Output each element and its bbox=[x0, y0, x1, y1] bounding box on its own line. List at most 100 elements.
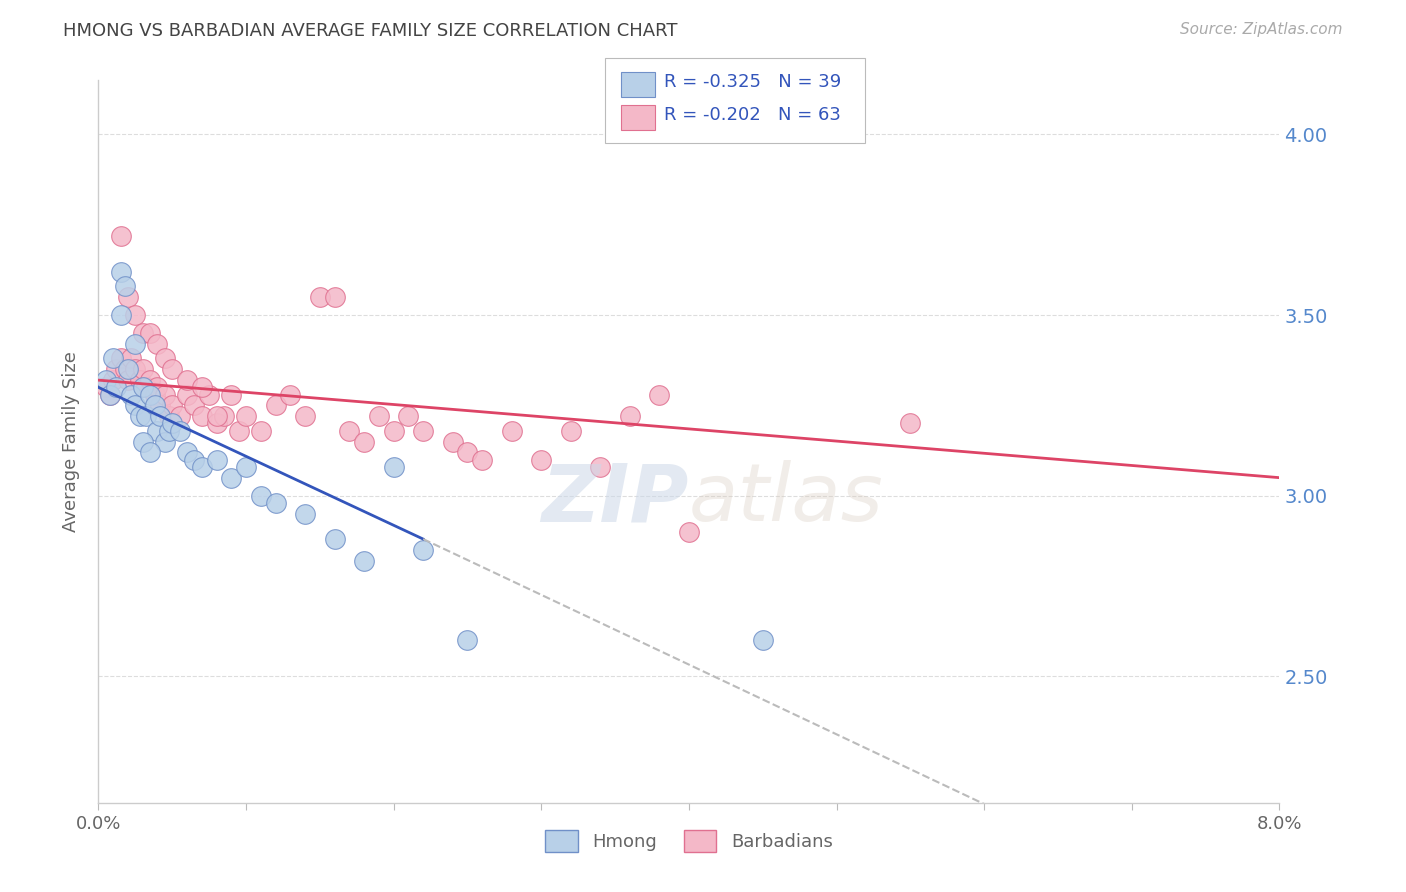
Point bbox=[191, 380, 214, 394]
Point bbox=[110, 228, 132, 243]
Point bbox=[264, 496, 287, 510]
Point bbox=[124, 398, 146, 412]
Point bbox=[235, 409, 257, 424]
Point bbox=[110, 265, 132, 279]
Point bbox=[132, 362, 155, 376]
Point bbox=[205, 452, 228, 467]
Point bbox=[98, 387, 121, 401]
Point bbox=[124, 337, 146, 351]
Point bbox=[157, 409, 180, 424]
Point bbox=[752, 633, 775, 648]
Point bbox=[678, 524, 700, 539]
Point bbox=[501, 424, 523, 438]
Point bbox=[198, 387, 221, 401]
Point bbox=[162, 398, 183, 412]
Point bbox=[441, 434, 464, 449]
Point bbox=[103, 373, 125, 387]
Point bbox=[124, 308, 146, 322]
Y-axis label: Average Family Size: Average Family Size bbox=[62, 351, 80, 532]
Point bbox=[139, 387, 162, 401]
Point bbox=[382, 459, 405, 474]
Text: R = -0.325   N = 39: R = -0.325 N = 39 bbox=[664, 73, 841, 91]
Point bbox=[157, 424, 180, 438]
Point bbox=[139, 373, 162, 387]
Point bbox=[149, 409, 172, 424]
Point bbox=[619, 409, 641, 424]
Point bbox=[132, 380, 155, 394]
Point bbox=[191, 459, 214, 474]
Point bbox=[648, 387, 671, 401]
Point bbox=[412, 543, 434, 558]
Point bbox=[530, 452, 553, 467]
Point bbox=[139, 445, 162, 459]
Point bbox=[457, 445, 479, 459]
Point bbox=[191, 409, 214, 424]
Point bbox=[94, 380, 117, 394]
Point bbox=[250, 424, 273, 438]
Point bbox=[117, 290, 139, 304]
Point bbox=[132, 326, 155, 341]
Point bbox=[412, 424, 434, 438]
Point bbox=[323, 290, 346, 304]
Point bbox=[398, 409, 420, 424]
Point bbox=[146, 337, 169, 351]
Point bbox=[114, 279, 136, 293]
Point bbox=[149, 398, 172, 412]
Point bbox=[117, 362, 139, 376]
Text: ZIP: ZIP bbox=[541, 460, 689, 539]
Point bbox=[212, 409, 235, 424]
Point bbox=[94, 373, 117, 387]
Point bbox=[139, 326, 162, 341]
Point bbox=[900, 417, 922, 431]
Point bbox=[221, 471, 243, 485]
Point bbox=[280, 387, 302, 401]
Point bbox=[205, 417, 228, 431]
Point bbox=[250, 489, 273, 503]
Point bbox=[323, 532, 346, 546]
Point bbox=[176, 387, 198, 401]
Point bbox=[132, 434, 155, 449]
Point bbox=[294, 409, 316, 424]
Text: R = -0.202   N = 63: R = -0.202 N = 63 bbox=[664, 106, 841, 124]
Point bbox=[143, 398, 166, 412]
Point bbox=[120, 387, 142, 401]
Point bbox=[153, 434, 176, 449]
Point bbox=[221, 387, 243, 401]
Point bbox=[105, 380, 128, 394]
Point bbox=[183, 398, 205, 412]
Text: atlas: atlas bbox=[689, 460, 884, 539]
Point bbox=[110, 351, 132, 366]
Point bbox=[146, 380, 169, 394]
Point bbox=[339, 424, 361, 438]
Point bbox=[162, 417, 183, 431]
Point bbox=[176, 445, 198, 459]
Point bbox=[589, 459, 612, 474]
Point bbox=[353, 434, 375, 449]
Point bbox=[382, 424, 405, 438]
Point bbox=[294, 507, 316, 521]
Point bbox=[169, 409, 191, 424]
Point bbox=[235, 459, 257, 474]
Point bbox=[153, 387, 176, 401]
Point bbox=[153, 351, 176, 366]
Point bbox=[205, 409, 228, 424]
Point bbox=[114, 362, 136, 376]
Point bbox=[176, 373, 198, 387]
Point bbox=[457, 633, 479, 648]
Point bbox=[228, 424, 250, 438]
Point bbox=[128, 373, 150, 387]
Point bbox=[105, 362, 128, 376]
Point bbox=[169, 424, 191, 438]
Point bbox=[103, 351, 125, 366]
Point bbox=[471, 452, 494, 467]
Point bbox=[162, 362, 183, 376]
Legend: Hmong, Barbadians: Hmong, Barbadians bbox=[538, 822, 839, 859]
Point bbox=[135, 409, 157, 424]
Point bbox=[353, 554, 375, 568]
Point bbox=[309, 290, 332, 304]
Point bbox=[98, 387, 121, 401]
Point bbox=[143, 387, 166, 401]
Point bbox=[146, 424, 169, 438]
Point bbox=[368, 409, 391, 424]
Point bbox=[117, 373, 139, 387]
